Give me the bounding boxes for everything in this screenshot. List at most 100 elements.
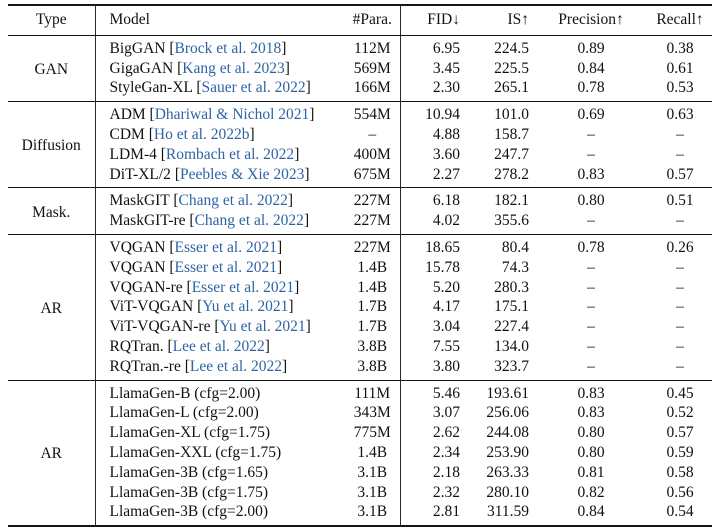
precision-cell: –	[587, 212, 595, 230]
recall-cell: 0.54	[666, 503, 694, 521]
column-header-model: Model	[95, 5, 345, 36]
precision-cell: –	[587, 125, 595, 143]
citation-link[interactable]: Ho et al. 2022b	[153, 125, 250, 143]
precision-cell: 0.83	[577, 165, 605, 183]
citation-link[interactable]: Kang et al. 2023	[182, 59, 285, 77]
citation-link[interactable]: Sauer et al. 2022	[201, 79, 306, 97]
model-name: LlamaGen-3B (cfg=1.65)	[109, 463, 269, 481]
table-row: LlamaGen-3B (cfg=2.00) 3.1B 2.81 311.59 0.84…	[8, 502, 712, 527]
is-cell: 265.1	[494, 79, 529, 97]
params-cell: 3.8B	[345, 336, 401, 357]
table-row: StyleGan-XL [Sauer et al. 2022] 166M 2.30 2…	[8, 78, 712, 102]
fid-cell: 2.34	[432, 443, 460, 461]
citation-link[interactable]: Lee et al. 2022	[189, 357, 282, 375]
model-name: DiT-XL/2	[109, 165, 171, 183]
is-cell: 182.1	[466, 187, 534, 212]
model-name: VQGAN	[109, 258, 166, 276]
citation-link[interactable]: Brock et al. 2018	[174, 39, 282, 57]
type-group-cell: AR	[8, 233, 96, 381]
is-cell: 227.4	[494, 318, 529, 336]
precision-cell: 0.81	[577, 463, 605, 481]
recall-cell: 0.51	[648, 187, 712, 212]
precision-cell: 0.84	[577, 503, 605, 521]
citation-link[interactable]: Lee et al. 2022	[172, 337, 265, 355]
precision-cell: 0.78	[577, 79, 605, 97]
citation-link[interactable]: Rombach et al. 2022	[165, 145, 295, 163]
fid-cell: 3.04	[432, 318, 460, 336]
table-row: LDM-4 [Rombach et al. 2022] 400M 3.60 247.7…	[8, 144, 712, 165]
type-group-cell: Diffusion	[8, 101, 96, 188]
model-cell: ViT-VQGAN [Yu et al. 2021]	[109, 298, 294, 316]
table-header: Type Model #Para. FID↓ IS↑ Precision↑ Re…	[8, 5, 712, 36]
recall-cell: –	[676, 318, 684, 336]
precision-cell: 0.78	[534, 233, 648, 258]
model-cell: LlamaGen-L (cfg=2.00)	[95, 403, 345, 423]
model-cell: ADM [Dhariwal & Nichol 2021]	[95, 101, 345, 125]
params-cell: 1.7B	[345, 297, 401, 318]
citation-link[interactable]: Esser et al. 2021	[174, 258, 277, 276]
citation-link[interactable]: Chang et al. 2022	[194, 212, 304, 230]
model-cell: LDM-4 [Rombach et al. 2022]	[109, 145, 300, 163]
model-name: MaskGIT-re	[109, 212, 186, 230]
citation-link[interactable]: Esser et al. 2021	[191, 278, 295, 296]
fid-cell: 5.20	[432, 278, 460, 296]
model-name: MaskGIT	[109, 192, 170, 210]
citation-link[interactable]: Peebles & Xie 2023	[179, 165, 305, 183]
model-cell: VQGAN-re [Esser et al. 2021]	[109, 278, 300, 296]
recall-cell: 0.45	[648, 379, 712, 404]
citation-link[interactable]: Esser et al. 2021	[174, 238, 277, 256]
params-cell: 227M	[345, 187, 401, 212]
table-row: VQGAN-re [Esser et al. 2021] 1.4B 5.20 280.…	[8, 277, 712, 298]
column-header-params: #Para.	[345, 5, 401, 36]
recall-cell: 0.61	[666, 59, 694, 77]
is-cell: 256.06	[486, 404, 529, 422]
model-name: LlamaGen-XL (cfg=1.75)	[109, 424, 271, 442]
is-cell: 193.61	[466, 379, 534, 404]
recall-cell: –	[676, 125, 684, 143]
model-name: ViT-VQGAN	[109, 298, 194, 316]
fid-cell: 18.65	[400, 233, 466, 258]
model-cell: LlamaGen-3B (cfg=1.75)	[95, 483, 345, 503]
model-cell: LlamaGen-XXL (cfg=1.75)	[95, 443, 345, 463]
column-header-fid: FID↓	[400, 5, 466, 36]
table-row: GAN BigGAN [Brock et al. 2018] 112M 6.95 224…	[8, 34, 712, 102]
table-row: DiT-XL/2 [Peebles & Xie 2023] 675M 2.27 278…	[8, 164, 712, 188]
fid-cell: 6.95	[400, 34, 466, 59]
params-cell: 554M	[345, 101, 401, 125]
recall-cell: 0.57	[666, 424, 694, 442]
citation-link[interactable]: Dhariwal & Nichol 2021	[154, 106, 310, 124]
table-row: ViT-VQGAN-re [Yu et al. 2021] 1.7B 3.04 227…	[8, 317, 712, 337]
precision-cell: 0.80	[577, 443, 605, 461]
table-row: Diffusion ADM [Dhariwal & Nichol 2021] 554…	[8, 101, 712, 188]
table-row: LlamaGen-3B (cfg=1.75) 3.1B 2.32 280.10 0.82…	[8, 482, 712, 503]
table-row: RQTran.-re [Lee et al. 2022] 3.8B 3.80 323.…	[8, 356, 712, 381]
params-cell: 166M	[345, 78, 401, 102]
params-cell: 3.1B	[345, 462, 401, 483]
table-row: LlamaGen-3B (cfg=1.65) 3.1B 2.18 263.33 0.81…	[8, 462, 712, 483]
params-cell: 1.4B	[345, 277, 401, 298]
model-cell: LlamaGen-B (cfg=2.00)	[95, 379, 345, 404]
table-row: Mask. MaskGIT [Chang et al. 2022] 227M 6.18…	[8, 187, 712, 235]
fid-cell: 2.32	[432, 483, 460, 501]
citation-link[interactable]: Yu et al. 2021	[202, 298, 289, 316]
fid-cell: 3.60	[432, 145, 460, 163]
params-cell: –	[345, 124, 401, 145]
recall-cell: 0.57	[666, 165, 694, 183]
fid-cell: 2.18	[432, 463, 460, 481]
model-cell: LlamaGen-3B (cfg=2.00)	[95, 502, 345, 526]
fid-cell: 15.78	[425, 258, 460, 276]
precision-cell: 0.83	[534, 379, 648, 404]
table-row: LlamaGen-XL (cfg=1.75) 775M 2.62 244.08 0.80…	[8, 423, 712, 443]
citation-link[interactable]: Yu et al. 2021	[219, 318, 306, 336]
is-cell: 263.33	[486, 463, 529, 481]
params-cell: 1.4B	[345, 257, 401, 278]
column-header-recall: Recall↑	[648, 5, 712, 36]
precision-cell: –	[587, 357, 595, 375]
is-cell: 280.10	[486, 483, 529, 501]
model-name: LlamaGen-L (cfg=2.00)	[109, 404, 259, 422]
citation-link[interactable]: Chang et al. 2022	[178, 192, 288, 210]
is-cell: 253.90	[486, 443, 529, 461]
model-cell: CDM [Ho et al. 2022b]	[109, 125, 255, 143]
column-header-precision: Precision↑	[534, 5, 648, 36]
fid-cell: 4.02	[432, 212, 460, 230]
